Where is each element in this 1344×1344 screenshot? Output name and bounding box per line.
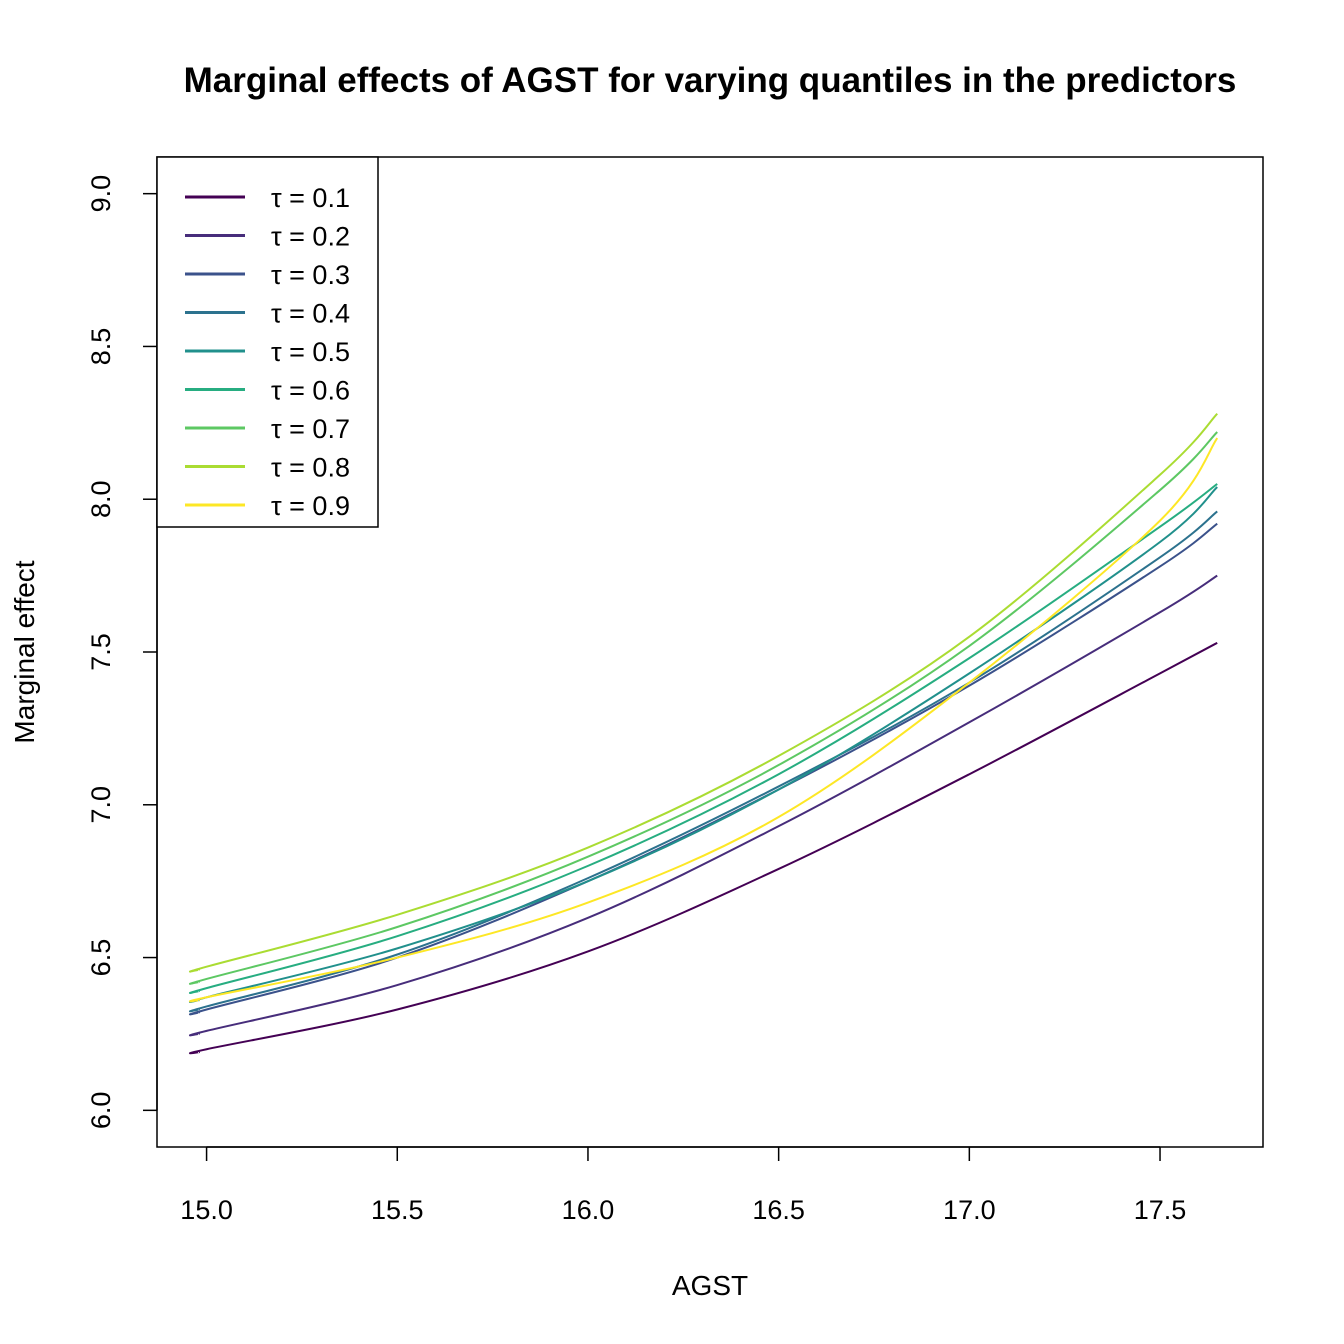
series-line-5 [188,486,1218,1003]
series-line-2 [188,574,1218,1037]
y-axis: 6.0 6.5 7.0 7.5 8.0 8.5 9.0 [86,175,158,1130]
series-line-6 [188,483,1218,994]
x-axis-label: AGST [672,1270,748,1301]
series-line-8 [188,412,1218,973]
chart-title: Marginal effects of AGST for varying qua… [184,61,1237,100]
legend-label-3: τ = 0.3 [271,260,350,290]
plot-lines [188,412,1219,1055]
x-axis: 15.0 15.5 16.0 16.5 17.0 17.5 [180,1146,1187,1225]
legend-label-5: τ = 0.5 [271,337,350,367]
x-tick-label: 17.0 [943,1195,996,1225]
y-tick-label: 6.5 [86,939,116,977]
legend-label-2: τ = 0.2 [271,222,350,252]
y-tick-label: 6.0 [86,1092,116,1130]
y-tick-label: 7.0 [86,786,116,824]
series-line-1 [188,641,1218,1055]
legend-label-1: τ = 0.1 [271,183,350,213]
y-tick-label: 9.0 [86,175,116,213]
x-tick-label: 17.5 [1134,1195,1187,1225]
x-tick-label: 15.5 [371,1195,424,1225]
y-tick-label: 7.5 [86,633,116,671]
legend-label-6: τ = 0.6 [271,376,350,406]
legend-label-4: τ = 0.4 [271,299,350,329]
x-tick-label: 16.5 [752,1195,805,1225]
y-tick-label: 8.0 [86,480,116,518]
legend-label-7: τ = 0.7 [271,414,350,444]
legend-label-8: τ = 0.8 [271,453,350,483]
legend-label-9: τ = 0.9 [271,491,350,521]
legend: τ = 0.1 τ = 0.2 τ = 0.3 τ = 0.4 τ = 0.5 τ = 0… [156,156,379,528]
x-tick-label: 15.0 [180,1195,233,1225]
series-line-4 [188,510,1218,1013]
y-tick-label: 8.5 [86,328,116,366]
x-tick-label: 16.0 [562,1195,615,1225]
series-line-7 [188,431,1218,985]
series-line-3 [188,522,1218,1016]
series-line-9 [188,437,1219,1003]
y-axis-label: Marginal effect [9,560,40,743]
